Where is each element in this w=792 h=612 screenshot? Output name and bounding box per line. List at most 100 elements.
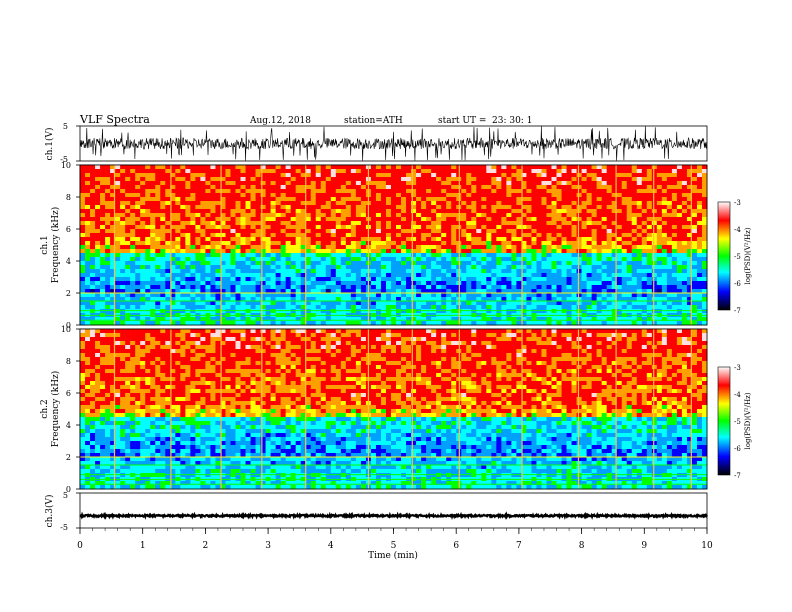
spectrogram-cell	[656, 257, 663, 262]
spectrogram-cell	[431, 201, 437, 206]
spectrogram-cell	[185, 173, 191, 178]
spectrogram-cell	[345, 261, 352, 266]
spectrogram-cell	[541, 237, 547, 242]
spectrogram-cell	[135, 229, 141, 234]
spectrogram-cell	[676, 193, 683, 198]
spectrogram-cell	[200, 297, 206, 302]
spectrogram-cell	[431, 293, 437, 298]
spectrogram-cell	[315, 273, 322, 278]
spectrogram-cell	[421, 269, 427, 274]
spectrogram-cell	[360, 185, 367, 190]
spectrogram-cell	[305, 185, 312, 190]
spectrogram-cell	[591, 217, 597, 222]
spectrogram-cell	[601, 321, 607, 326]
spectrogram-cell	[436, 257, 442, 262]
spectrogram-cell	[576, 289, 582, 294]
spectrogram-cell	[506, 301, 512, 306]
spectrogram-cell	[340, 225, 347, 230]
spectrogram-cell	[155, 281, 161, 286]
spectrogram-cell	[335, 241, 342, 246]
spectrogram-cell	[416, 217, 422, 222]
spectrogram-cell	[185, 189, 191, 194]
spectrogram-cell	[546, 261, 552, 266]
spectrogram-cell	[155, 289, 161, 294]
spectrogram-cell	[380, 221, 387, 226]
spectrogram-cell	[476, 309, 482, 314]
spectrogram-cell	[466, 273, 472, 278]
spectrogram-cell	[110, 301, 116, 306]
spectrogram-cell	[155, 197, 161, 202]
spectrogram-cell	[536, 209, 542, 214]
spectrogram-cell	[401, 289, 407, 294]
spectrogram-cell	[280, 237, 286, 242]
spectrogram-cell	[185, 269, 191, 274]
spectrogram-cell	[446, 233, 452, 238]
spectrogram-cell	[90, 169, 96, 174]
spectrogram-cell	[85, 253, 91, 258]
spectrogram-cell	[461, 169, 467, 174]
spectrogram-cell	[546, 201, 552, 206]
spectrogram-cell	[215, 289, 221, 294]
spectrogram-cell	[225, 249, 231, 254]
spectrogram-cell	[411, 169, 417, 174]
spectrogram-cell	[355, 293, 362, 298]
spectrogram-cell	[370, 241, 377, 246]
spectrogram-cell	[220, 205, 226, 210]
spectrogram-cell	[406, 201, 412, 206]
spectrogram-cell	[526, 285, 532, 290]
spectrogram-cell	[621, 297, 628, 302]
spectrogram-cell	[95, 257, 101, 262]
spectrogram-cell	[516, 225, 522, 230]
spectrogram-cell	[285, 305, 291, 310]
spectrogram-cell	[651, 281, 658, 286]
spectrogram-cell	[145, 265, 151, 270]
spectrogram-cell	[190, 169, 196, 174]
spectrogram-cell	[315, 285, 322, 290]
spectrogram-cell	[385, 165, 392, 170]
spectrogram-cell	[350, 269, 357, 274]
spectrogram-cell	[85, 309, 91, 314]
spectrogram-cell	[150, 265, 156, 270]
spectrogram-cell	[225, 265, 231, 270]
spectrogram-cell	[130, 177, 136, 182]
spectrogram-cell	[696, 281, 703, 286]
spectrogram-cell	[285, 281, 291, 286]
spectrogram-cell	[496, 309, 502, 314]
spectrogram-cell	[581, 285, 587, 290]
spectrogram-cell	[265, 177, 271, 182]
spectrogram-cell	[441, 221, 447, 226]
spectrogram-cell	[416, 185, 422, 190]
spectrogram-cell	[676, 225, 683, 230]
spectrogram-cell	[471, 317, 477, 322]
spectrogram-cell	[230, 201, 236, 206]
spectrogram-cell	[325, 301, 332, 306]
spectrogram-cell	[130, 165, 136, 170]
spectrogram-cell	[466, 293, 472, 298]
spectrogram-cell	[451, 181, 457, 186]
spectrogram-cell	[195, 249, 201, 254]
spectrogram-cell	[596, 269, 602, 274]
spectrogram-cell	[596, 225, 602, 230]
spectrogram-cell	[310, 177, 317, 182]
spectrogram-cell	[390, 321, 397, 326]
spectrogram-cell	[310, 173, 317, 178]
spectrogram-cell	[491, 173, 497, 178]
spectrogram-cell	[511, 213, 517, 218]
spectrogram-cell	[120, 229, 126, 234]
spectrogram-cell	[686, 273, 693, 278]
spectrogram-cell	[606, 285, 612, 290]
spectrogram-cell	[566, 169, 572, 174]
spectrogram-cell	[230, 169, 236, 174]
spectrogram-cell	[611, 189, 618, 194]
spectrogram-cell	[696, 165, 703, 170]
spectrogram-cell	[150, 213, 156, 218]
spectrogram-cell	[325, 241, 332, 246]
spectrogram-cell	[701, 277, 708, 282]
spectrogram-cell	[360, 201, 367, 206]
spectrogram-cell	[576, 213, 582, 218]
spectrogram-cell	[320, 317, 327, 322]
spectrogram-cell	[255, 249, 261, 254]
spectrogram-cell	[496, 253, 502, 258]
spectrogram-cell	[421, 193, 427, 198]
spectrogram-cell	[491, 189, 497, 194]
